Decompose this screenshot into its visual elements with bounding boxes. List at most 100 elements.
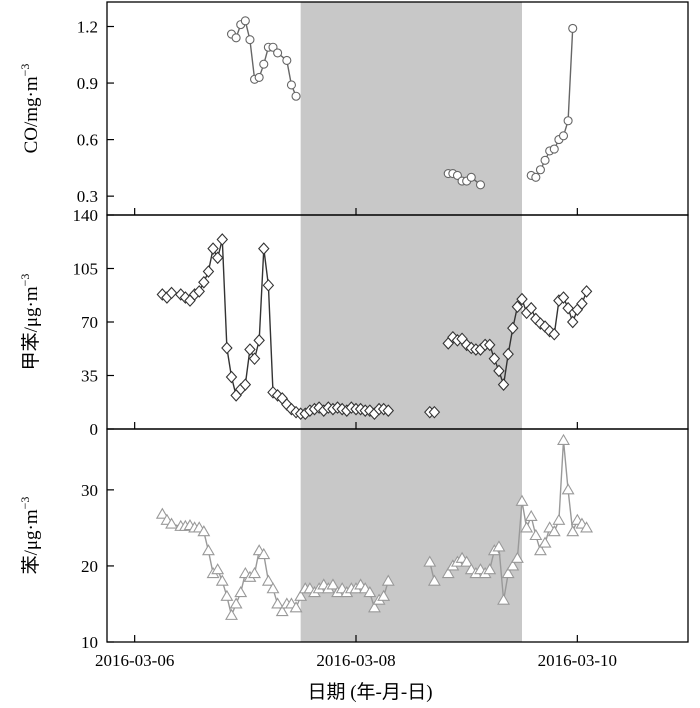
benzene-data-point [294,589,308,601]
benzene-data-point [524,509,538,522]
benzene-markers [155,507,395,620]
toluene-data-point [193,285,205,298]
toluene-panel: 0 35 70 105 140 甲苯/μg·m−3 [18,206,689,439]
co-data-point [535,165,545,175]
benzene-data-point [441,566,455,579]
benzene-data-point [501,566,515,579]
co-markers [226,16,301,101]
benzene-y-tick-label: 30 [81,481,98,500]
benzene-data-point [215,574,229,586]
co-data-point [254,72,264,82]
co-data-point [245,35,255,45]
co-data-point [259,59,269,69]
toluene-data-point [221,341,233,355]
benzene-y-axis-label-sup: −3 [18,497,32,510]
toluene-data-point [488,352,501,366]
toluene-data-point [216,233,229,246]
x-tick-label: 2016-03-08 [316,651,395,670]
benzene-data-point [510,551,524,563]
co-data-point [558,131,569,141]
benzene-data-point [529,528,543,541]
shaded-interval-layer [300,2,522,642]
toluene-data-point [253,334,265,347]
toluene-y-tick-label: 140 [73,206,99,225]
benzene-data-point [538,536,552,548]
benzene-y-tick-label: 10 [81,633,98,652]
co-markers [443,168,486,190]
benzene-data-point [248,566,262,579]
co-data-point [231,33,241,43]
co-data-point [273,48,283,58]
toluene-y-tick-label: 35 [81,367,98,386]
toluene-data-point [483,338,496,352]
toluene-data-point [507,321,519,335]
benzene-data-point [377,589,391,601]
toluene-data-point [576,297,588,310]
toluene-data-point [511,300,524,314]
benzene-y-tick-label: 20 [81,557,98,576]
benzene-markers [423,555,441,586]
benzene-data-point [552,513,566,525]
benzene-data-point [220,589,234,601]
toluene-data-point [557,291,570,304]
toluene-markers [442,285,593,391]
toluene-data-point [262,278,275,292]
toluene-data-point [248,352,261,366]
toluene-data-point [525,301,537,315]
benzene-data-point [492,540,506,552]
co-y-tick-label: 0.9 [77,74,98,93]
toluene-data-point [202,265,215,278]
benzene-data-point [497,593,511,605]
benzene-data-point [234,585,248,598]
toluene-data-point [428,405,441,419]
x-tick-label: 2016-03-06 [95,651,174,670]
benzene-data-point [155,507,169,519]
toluene-data-point [239,378,252,391]
benzene-data-point [363,585,377,598]
benzene-markers [441,433,594,605]
benzene-panel: 10 20 30 苯/μg·m−3 [18,428,689,652]
benzene-data-point [381,574,395,586]
toluene-y-tick-label: 70 [81,313,98,332]
benzene-data-point [427,574,441,586]
benzene-data-point [271,597,285,609]
toluene-data-point [562,301,574,315]
benzene-data-point [225,608,238,620]
toluene-data-point [516,292,528,306]
benzene-data-point [367,601,381,613]
toluene-data-point [165,286,178,300]
panels-layer: 0.3 0.6 0.9 1.2 CO/mg·m−3 0 35 70 105 140 甲苯/μg·m−… [18,1,689,652]
co-data-point [540,155,550,165]
benzene-data-point [266,582,280,594]
toluene-data-point [244,343,256,356]
benzene-data-point [275,604,289,617]
co-panel: 0.3 0.6 0.9 1.2 CO/mg·m−3 [18,1,689,216]
toluene-data-point [198,275,210,289]
co-data-point [286,80,296,90]
benzene-data-point [261,574,275,586]
benzene-data-point [460,555,474,567]
co-y-tick-label: 1.2 [77,18,98,37]
benzene-data-point [289,601,303,613]
co-y-axis-label-sup: −3 [18,64,32,77]
benzene-data-point [483,563,497,575]
benzene-data-point [165,517,179,529]
benzene-data-point [197,525,211,537]
benzene-data-point [547,525,561,537]
x-axis: 2016-03-06 2016-03-08 2016-03-10 [95,208,617,670]
co-markers [526,23,578,182]
toluene-data-point [382,404,395,417]
co-series-line [530,28,574,179]
toluene-data-point [566,315,579,329]
co-data-point [282,55,292,65]
toluene-data-point [207,242,219,255]
co-data-point [240,16,250,26]
benzene-data-point [561,483,575,495]
benzene-data-point [580,521,594,533]
x-tick-label: 2016-03-10 [538,651,617,670]
toluene-markers [156,233,395,421]
toluene-y-tick-label: 105 [73,260,99,279]
toluene-data-point [211,251,224,265]
benzene-data-point [533,544,547,556]
toluene-y-axis-label: 甲苯/μg·m−3 [18,274,42,371]
